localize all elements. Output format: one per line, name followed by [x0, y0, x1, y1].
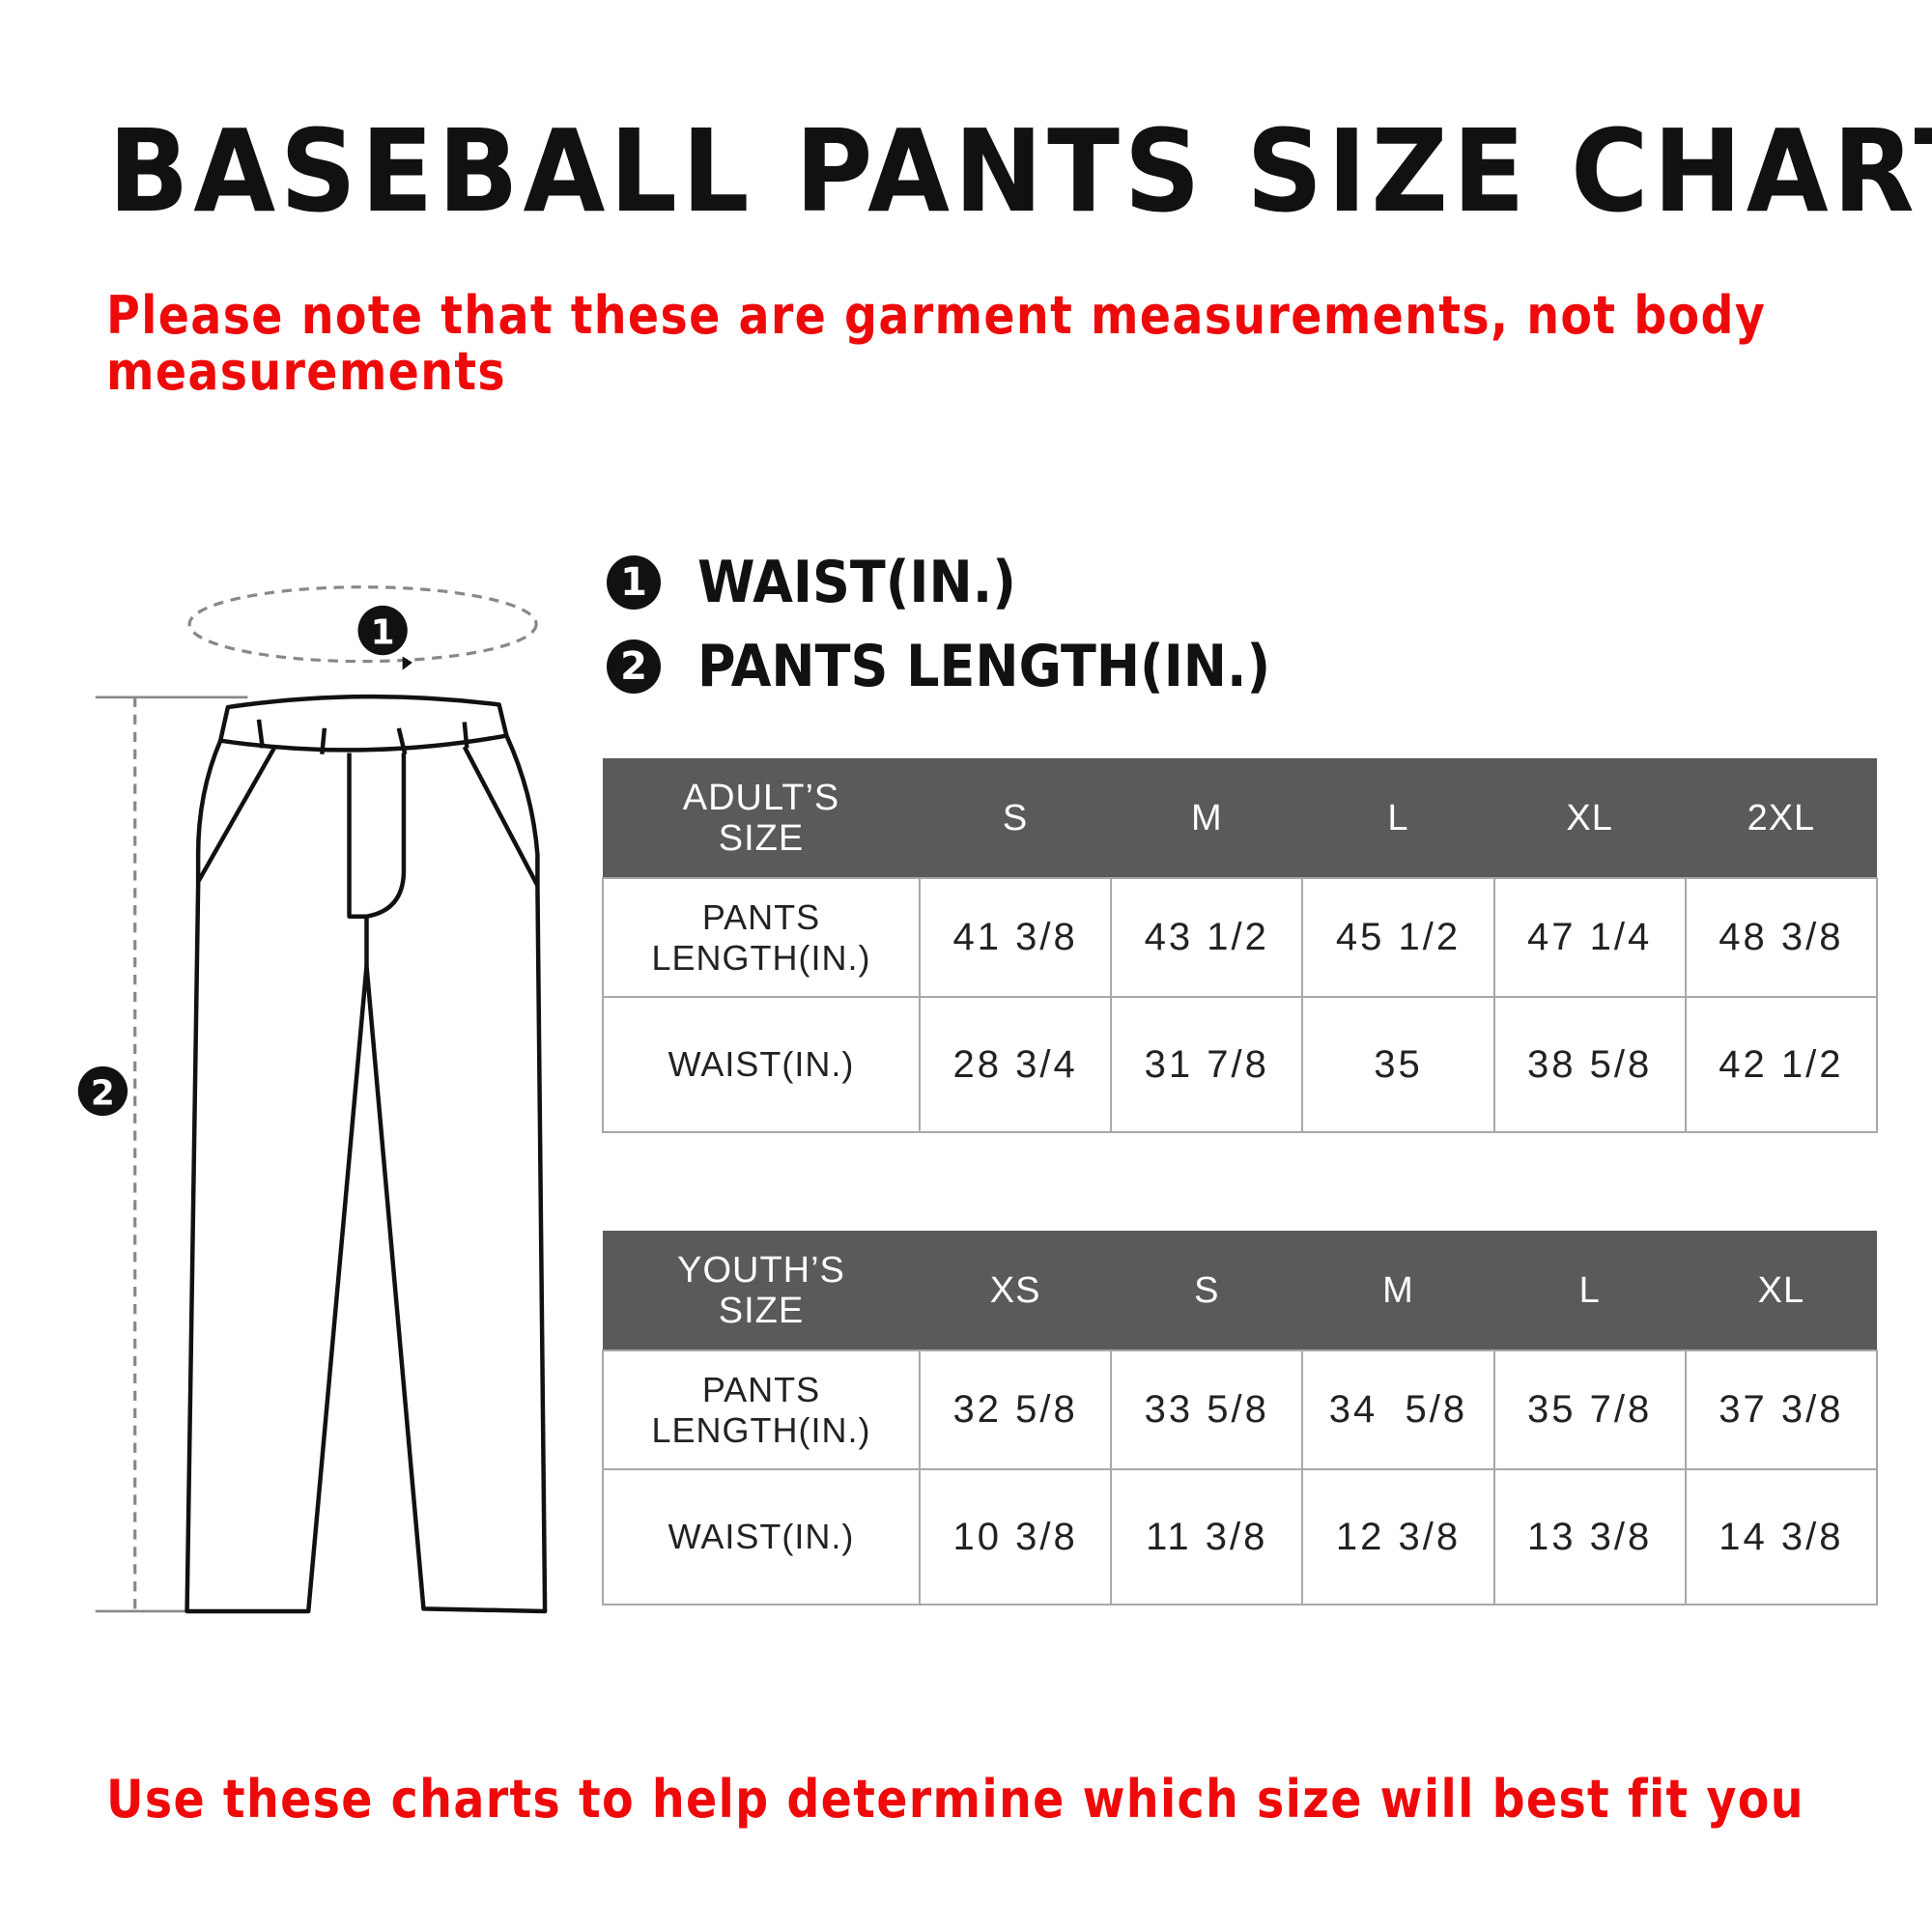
- table-cell: 47 1/4: [1492, 877, 1687, 998]
- header-cell: XS: [920, 1231, 1112, 1350]
- marker-2-label: 2: [91, 1074, 115, 1114]
- header-cell: M: [1111, 758, 1303, 878]
- arrow-icon: [402, 656, 412, 670]
- youth-size-table: YOUTH’S SIZE XS S M L XL PANTS LENGTH(IN…: [602, 1231, 1879, 1605]
- table-row: WAIST(IN.) 28 3/4 31 7/8 35 38 5/8 42 1/…: [602, 996, 1879, 1133]
- table-row: WAIST(IN.) 10 3/8 11 3/8 12 3/8 13 3/8 1…: [602, 1468, 1879, 1605]
- table-cell: 11 3/8: [1110, 1468, 1304, 1605]
- table-cell: 45 1/2: [1301, 877, 1495, 998]
- table-row: PANTS LENGTH(IN.) 32 5/8 33 5/8 34 5/8 3…: [602, 1350, 1879, 1470]
- table-cell: 14 3/8: [1684, 1468, 1879, 1605]
- table-cell: 37 3/8: [1684, 1350, 1879, 1470]
- number-2-icon: 2: [607, 639, 661, 694]
- header-cell: S: [1111, 1231, 1303, 1350]
- table-cell: 33 5/8: [1110, 1350, 1304, 1470]
- row-label: PANTS LENGTH(IN.): [602, 877, 921, 998]
- table-header-row: YOUTH’S SIZE XS S M L XL: [603, 1231, 1877, 1350]
- table-cell: 32 5/8: [918, 1350, 1113, 1470]
- table-cell: 31 7/8: [1110, 996, 1304, 1133]
- number-1-icon: 1: [607, 555, 661, 610]
- header-cell: ADULT’S SIZE: [603, 758, 920, 878]
- table-cell: 35 7/8: [1492, 1350, 1687, 1470]
- legend-pants-length: 2 PANTS LENGTH(IN.): [607, 633, 1334, 700]
- legend-waist: 1 WAIST(IN.): [607, 549, 1052, 616]
- table-cell: 28 3/4: [918, 996, 1113, 1133]
- table-cell: 12 3/8: [1301, 1468, 1495, 1605]
- garment-note-line1: Please note that these are garment measu…: [106, 285, 1767, 346]
- row-label: WAIST(IN.): [602, 996, 921, 1133]
- header-cell: XL: [1493, 758, 1686, 878]
- adult-size-table: ADULT’S SIZE S M L XL 2XL PANTS LENGTH(I…: [602, 758, 1879, 1133]
- marker-2-icon: [77, 1065, 128, 1117]
- table-cell: 43 1/2: [1110, 877, 1304, 998]
- header-cell: L: [1493, 1231, 1686, 1350]
- header-cell: L: [1302, 758, 1494, 878]
- row-label: WAIST(IN.): [602, 1468, 921, 1605]
- table-cell: 34 5/8: [1301, 1350, 1495, 1470]
- header-cell: YOUTH’S SIZE: [603, 1231, 920, 1350]
- header-cell: XL: [1685, 1231, 1877, 1350]
- legend-label: WAIST(IN.): [697, 549, 1016, 616]
- table-cell: 38 5/8: [1492, 996, 1687, 1133]
- marker-1-label: 1: [371, 613, 395, 653]
- bottom-note: Use these charts to help determine which…: [106, 1769, 1804, 1830]
- header-cell: M: [1302, 1231, 1494, 1350]
- table-row: PANTS LENGTH(IN.) 41 3/8 43 1/2 45 1/2 4…: [602, 877, 1879, 998]
- garment-note-line2: measurements: [106, 341, 507, 402]
- marker-1-icon: [357, 605, 408, 656]
- row-label: PANTS LENGTH(IN.): [602, 1350, 921, 1470]
- table-cell: 13 3/8: [1492, 1468, 1687, 1605]
- table-header-row: ADULT’S SIZE S M L XL 2XL: [603, 758, 1877, 878]
- legend-label: PANTS LENGTH(IN.): [697, 633, 1271, 700]
- header-cell: 2XL: [1685, 758, 1877, 878]
- table-cell: 41 3/8: [918, 877, 1113, 998]
- header-cell: S: [920, 758, 1112, 878]
- waist-measure-loop: [187, 585, 538, 664]
- page-title: BASEBALL PANTS SIZE CHART: [108, 104, 1932, 238]
- table-cell: 35: [1301, 996, 1495, 1133]
- table-cell: 48 3/8: [1684, 877, 1879, 998]
- table-cell: 10 3/8: [918, 1468, 1113, 1605]
- table-cell: 42 1/2: [1684, 996, 1879, 1133]
- pants-icon: [185, 694, 548, 1614]
